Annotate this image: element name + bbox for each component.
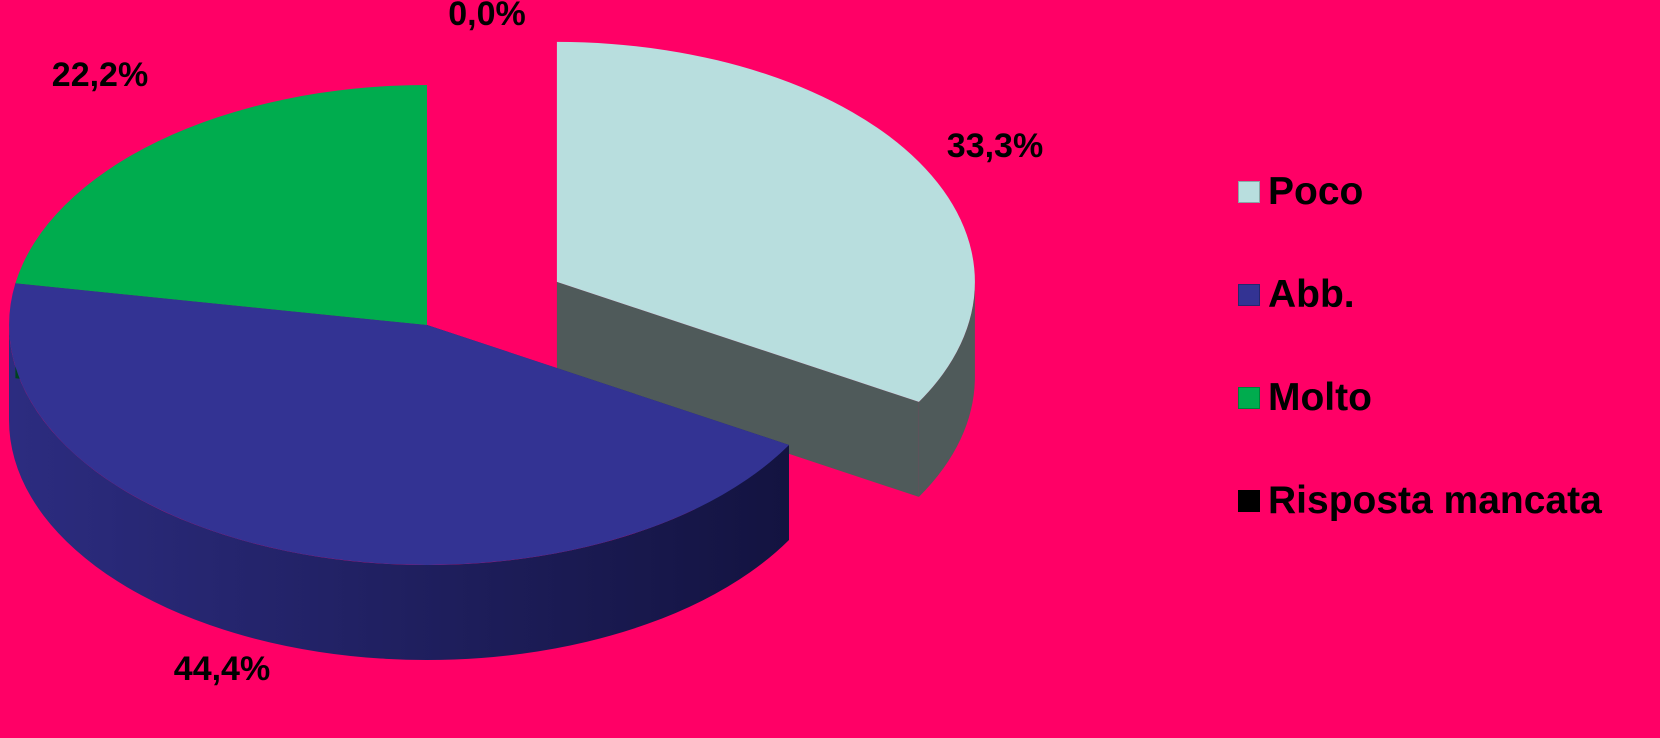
legend-label-risposta-mancata: Risposta mancata — [1268, 479, 1602, 522]
legend-item-molto: Molto — [1238, 376, 1602, 419]
legend-label-abb: Abb. — [1268, 273, 1355, 316]
pie-side-poco — [918, 281, 975, 497]
pie-slice-abb — [9, 283, 790, 565]
legend: Poco Abb. Molto Risposta mancata — [1238, 170, 1602, 584]
legend-item-poco: Poco — [1238, 170, 1602, 213]
legend-label-molto: Molto — [1268, 376, 1372, 419]
legend-swatch-risposta-mancata — [1238, 490, 1260, 512]
legend-swatch-poco — [1238, 181, 1260, 203]
data-label-abb: 44,4% — [174, 650, 270, 688]
legend-item-risposta-mancata: Risposta mancata — [1238, 479, 1602, 522]
legend-swatch-abb — [1238, 284, 1260, 306]
data-label-poco: 33,3% — [947, 127, 1043, 165]
legend-swatch-molto — [1238, 387, 1260, 409]
data-label-risposta-mancata: 0,0% — [448, 0, 526, 33]
pie-side-abb — [8, 325, 789, 661]
data-label-molto: 22,2% — [52, 56, 148, 94]
legend-label-poco: Poco — [1268, 170, 1364, 213]
pie-slice-poco — [556, 41, 975, 402]
pie-wall-end-poco — [556, 281, 919, 497]
pie-slice-molto — [15, 85, 428, 325]
legend-item-abb: Abb. — [1238, 273, 1602, 316]
